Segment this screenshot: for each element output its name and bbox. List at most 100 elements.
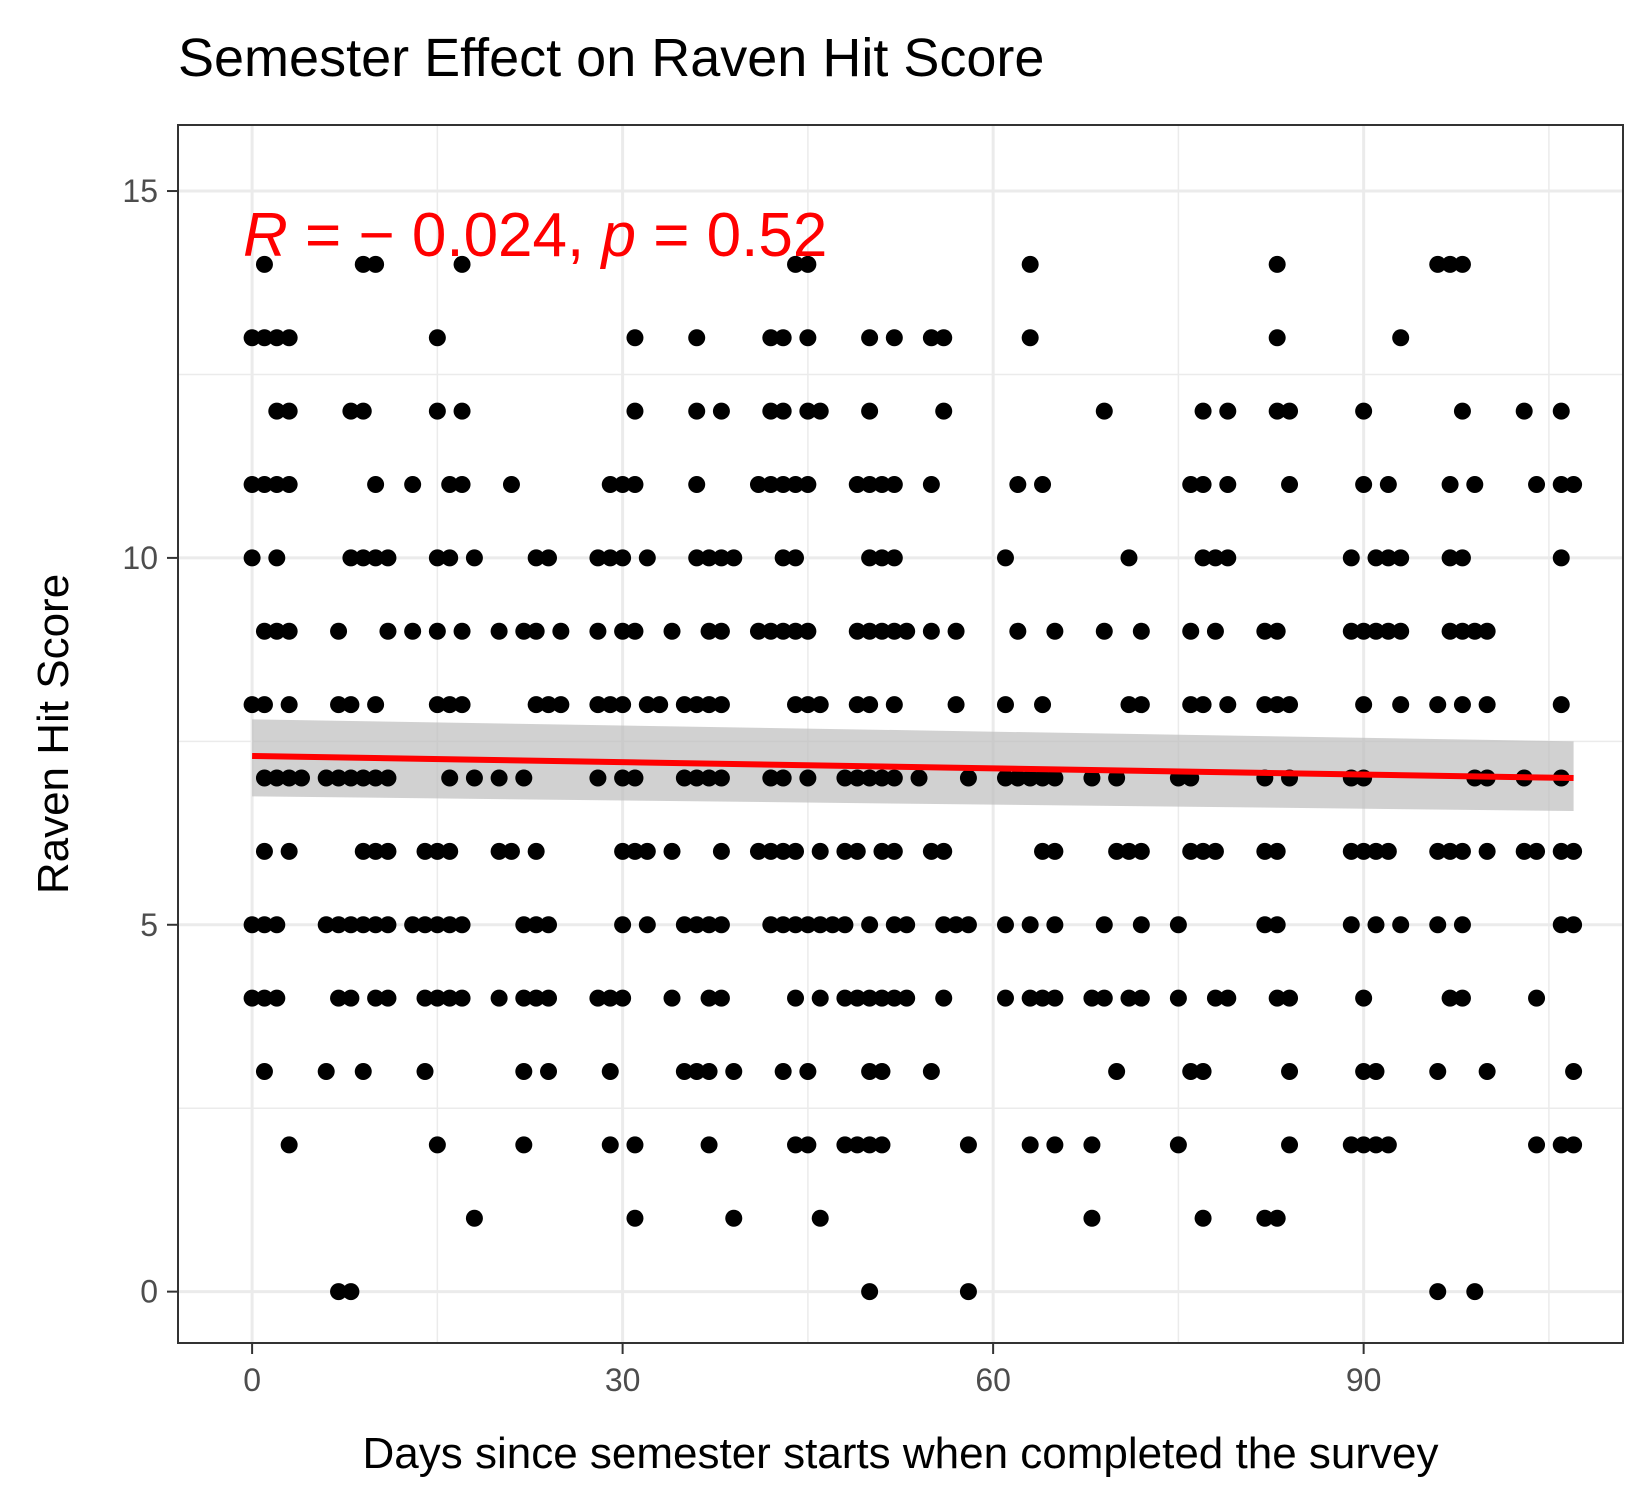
data-point: [774, 769, 792, 787]
data-point: [280, 402, 298, 420]
data-point: [540, 549, 558, 567]
data-point: [268, 329, 286, 347]
data-point: [1083, 1209, 1101, 1227]
data-point: [626, 476, 644, 494]
data-point: [354, 769, 372, 787]
data-point: [861, 916, 879, 934]
data-point: [774, 402, 792, 420]
data-point: [861, 1063, 879, 1081]
data-point: [1355, 989, 1373, 1007]
data-point: [1528, 989, 1546, 1007]
data-point: [1268, 842, 1286, 860]
data-point: [675, 916, 693, 934]
data-point: [1009, 622, 1027, 640]
correlation-annotation: R = − 0.024, p = 0.52: [243, 201, 827, 270]
data-point: [1392, 622, 1410, 640]
data-point: [873, 622, 891, 640]
y-tick-label: 10: [122, 540, 158, 576]
data-point: [367, 842, 385, 860]
data-point: [1429, 1063, 1447, 1081]
data-point: [1021, 989, 1039, 1007]
data-point: [428, 989, 446, 1007]
data-point: [342, 769, 360, 787]
data-point: [922, 842, 940, 860]
data-point: [1034, 696, 1052, 714]
data-point: [1120, 842, 1138, 860]
data-point: [1441, 476, 1459, 494]
data-point: [1268, 622, 1286, 640]
data-point: [947, 696, 965, 714]
data-point: [1552, 476, 1570, 494]
data-point: [922, 329, 940, 347]
data-point: [1342, 842, 1360, 860]
data-point: [268, 402, 286, 420]
data-point: [626, 402, 644, 420]
data-point: [243, 989, 261, 1007]
data-point: [1392, 696, 1410, 714]
data-point: [441, 696, 459, 714]
data-point: [354, 842, 372, 860]
data-point: [675, 696, 693, 714]
data-point: [663, 989, 681, 1007]
data-point: [1194, 1209, 1212, 1227]
data-point: [762, 842, 780, 860]
data-point: [861, 329, 879, 347]
data-point: [367, 255, 385, 273]
data-point: [898, 622, 916, 640]
data-point: [922, 476, 940, 494]
data-point: [848, 696, 866, 714]
data-point: [1453, 622, 1471, 640]
data-point: [1565, 842, 1583, 860]
data-point: [342, 916, 360, 934]
data-point: [712, 696, 730, 714]
data-point: [787, 255, 805, 273]
data-point: [515, 989, 533, 1007]
data-point: [1392, 549, 1410, 567]
data-point: [354, 916, 372, 934]
data-point: [638, 916, 656, 934]
data-point: [1219, 989, 1237, 1007]
data-point: [502, 842, 520, 860]
data-point: [848, 989, 866, 1007]
chart-title: Semester Effect on Raven Hit Score: [178, 28, 1044, 88]
data-point: [1466, 476, 1484, 494]
data-point: [811, 696, 829, 714]
data-point: [700, 549, 718, 567]
data-point: [527, 916, 545, 934]
data-point: [1466, 622, 1484, 640]
data-point: [688, 476, 706, 494]
data-point: [330, 622, 348, 640]
data-point: [749, 476, 767, 494]
data-point: [688, 916, 706, 934]
data-point: [1194, 842, 1212, 860]
regression-line: [252, 753, 1574, 782]
data-point: [1565, 476, 1583, 494]
data-point: [774, 476, 792, 494]
data-point: [787, 842, 805, 860]
data-point: [1132, 842, 1150, 860]
data-point: [749, 842, 767, 860]
data-point: [490, 989, 508, 1007]
data-point: [255, 622, 273, 640]
data-point: [601, 989, 619, 1007]
data-point: [1552, 1136, 1570, 1154]
data-point: [1281, 476, 1299, 494]
data-point: [614, 769, 632, 787]
data-point: [922, 622, 940, 640]
data-point: [280, 476, 298, 494]
data-point: [626, 842, 644, 860]
y-tick-label: 0: [140, 1274, 158, 1310]
data-point: [1281, 696, 1299, 714]
data-point: [861, 989, 879, 1007]
data-point: [626, 1209, 644, 1227]
data-point: [1182, 842, 1200, 860]
data-point: [1429, 696, 1447, 714]
data-point: [1355, 696, 1373, 714]
data-point: [848, 476, 866, 494]
data-point: [811, 916, 829, 934]
data-point: [1095, 916, 1113, 934]
data-point: [515, 622, 533, 640]
x-tick-label: 30: [605, 1362, 641, 1398]
data-point: [453, 402, 471, 420]
data-point: [700, 916, 718, 934]
